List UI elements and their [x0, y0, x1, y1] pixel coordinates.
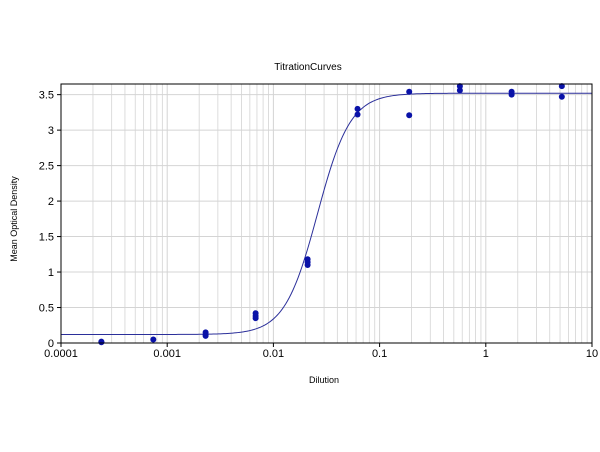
x-tick-label: 0.1	[372, 348, 387, 360]
data-point	[406, 88, 413, 95]
data-point	[354, 105, 361, 112]
data-point	[304, 259, 311, 266]
x-axis-title: Dilution	[309, 375, 339, 385]
y-tick-label: 0	[48, 338, 54, 350]
y-axis-title: Mean Optical Density	[9, 176, 19, 262]
data-point	[98, 339, 105, 346]
data-point	[252, 315, 259, 322]
y-tick-label: 2.5	[39, 161, 54, 173]
data-point	[456, 87, 463, 94]
y-tick-label: 1	[48, 267, 54, 279]
data-point	[202, 332, 209, 339]
data-point	[558, 93, 565, 100]
chart-title: TitrationCurves	[274, 62, 341, 73]
grid-lines	[60, 84, 592, 344]
y-tick-labels: 0 0.5 1 1.5 2 2.5 3 3.5	[39, 90, 61, 350]
data-points	[98, 83, 565, 346]
data-point	[406, 112, 413, 119]
x-tick-label: 10	[586, 348, 598, 360]
x-tick-labels: 0.0001 0.001 0.01 0.1 1 10	[44, 343, 598, 360]
x-tick-label: 0.0001	[44, 348, 78, 360]
data-point	[508, 91, 515, 98]
x-tick-label: 0.001	[153, 348, 181, 360]
plot-frame	[60, 83, 593, 344]
y-tick-label: 3.5	[39, 90, 54, 102]
x-tick-label: 0.01	[263, 348, 284, 360]
y-tick-label: 0.5	[39, 303, 54, 315]
data-point	[150, 336, 157, 343]
fit-curve-layer	[61, 92, 592, 335]
data-point	[456, 83, 463, 90]
y-tick-label: 2	[48, 196, 54, 208]
y-tick-label: 3	[48, 125, 54, 137]
y-tick-label: 1.5	[39, 232, 54, 244]
data-point	[354, 111, 361, 118]
x-tick-label: 1	[483, 348, 489, 360]
fit-curve	[61, 92, 592, 335]
data-point	[558, 83, 565, 90]
